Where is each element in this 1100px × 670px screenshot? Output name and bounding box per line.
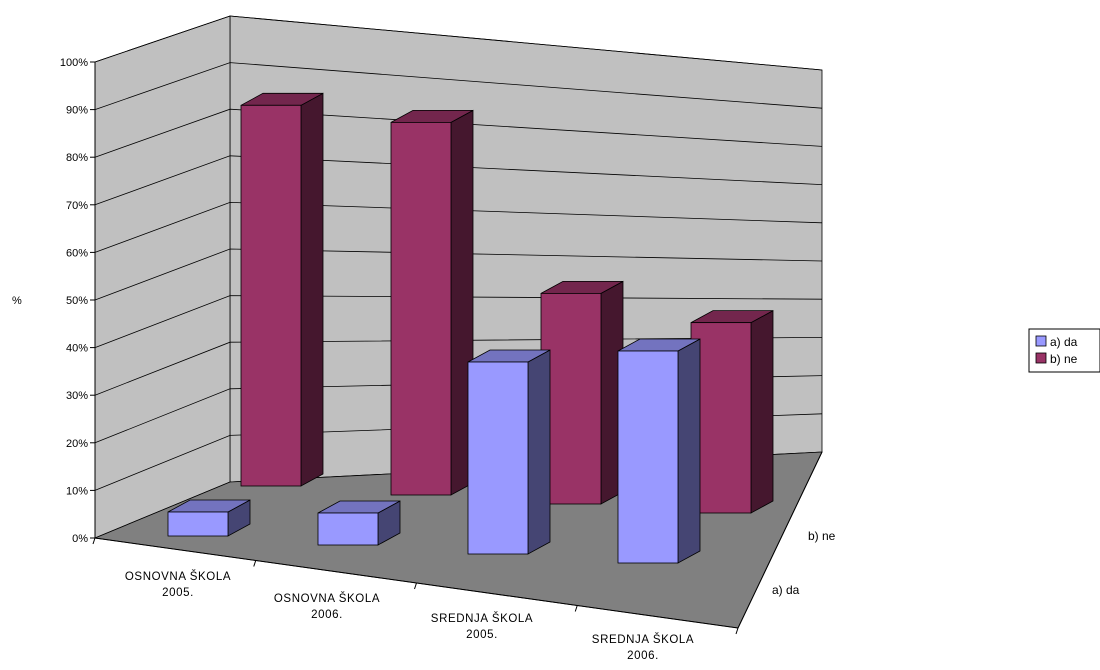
category-labels: OSNOVNA ŠKOLA 2005. OSNOVNA ŠKOLA 2006. SRED… (125, 570, 694, 662)
gridline (94, 201, 823, 253)
x-tick-mark (92, 537, 96, 545)
bar-a-da (167, 499, 251, 537)
bar-front (240, 104, 302, 487)
gridline (94, 155, 823, 206)
y-tick-label: 60% (66, 247, 88, 259)
gridline (94, 248, 823, 301)
depth-axis-labels: a) da b) ne (772, 529, 836, 597)
y-tick-label: 80% (66, 152, 88, 164)
y-tick-label: 10% (66, 485, 88, 497)
gridline (94, 15, 823, 71)
category-label: 2005. (162, 587, 194, 599)
depth-axis-line (737, 451, 823, 629)
y-tick-label: 20% (66, 438, 88, 450)
gridline (94, 295, 823, 348)
depth-axis-label: b) ne (808, 529, 836, 543)
gridline (94, 108, 823, 158)
x-tick-mark (574, 605, 578, 612)
bar-front (167, 511, 229, 537)
y-axis-title: % (12, 295, 22, 307)
y-tick-label: 30% (66, 390, 88, 402)
y-tick-label: 100% (60, 57, 88, 69)
bar-side (300, 92, 324, 487)
bar-front (317, 512, 379, 546)
bar-b-ne (540, 280, 624, 505)
y-tick-label: 50% (66, 295, 88, 307)
bar-front (390, 122, 452, 496)
category-label: 2006. (311, 609, 343, 621)
category-label: 2006. (627, 650, 659, 662)
y-tick-label: 70% (66, 200, 88, 212)
gridline (94, 62, 823, 110)
legend-swatch (1035, 352, 1047, 364)
y-axis-ticks: 0% 10% 20% 30% 40% 50% 60% 70% 80% 90% 100% (60, 57, 739, 635)
category-label: OSNOVNA ŠKOLA (274, 592, 380, 605)
bar-a-da (317, 500, 401, 546)
x-tick-mark (735, 627, 739, 635)
legend: a) da b) ne (1028, 328, 1100, 373)
bar-front (540, 292, 602, 505)
depth-axis-label: a) da (772, 583, 800, 597)
category-label: 2005. (466, 629, 498, 641)
bar-b-ne (690, 309, 774, 514)
gridlines (94, 15, 823, 491)
x-tick-mark (414, 582, 417, 590)
category-label: OSNOVNA ŠKOLA (125, 570, 231, 583)
bar-a-da (617, 338, 701, 564)
legend-label: a) da (1050, 335, 1078, 349)
bar-side (677, 338, 701, 564)
bar-a-da (467, 349, 551, 555)
legend-swatch (1035, 335, 1047, 347)
bars (167, 92, 774, 564)
bar-front (467, 361, 529, 555)
legend-label: b) ne (1050, 352, 1078, 366)
y-tick-label: 90% (66, 105, 88, 117)
bar-side (750, 309, 774, 514)
bar-front (617, 350, 679, 564)
category-label: SREDNJA ŠKOLA (592, 633, 694, 646)
bar-front (690, 322, 752, 514)
side-wall (94, 15, 231, 539)
category-label: SREDNJA ŠKOLA (431, 612, 533, 625)
y-tick-label: 0% (72, 533, 88, 545)
gridline (94, 337, 823, 396)
bar-side (527, 349, 551, 555)
y-tick-label: 40% (66, 343, 88, 355)
bar-b-ne (240, 92, 324, 487)
legend-items: a) da b) ne (1035, 335, 1078, 366)
x-tick-mark (253, 560, 257, 567)
bar-b-ne (390, 109, 474, 496)
